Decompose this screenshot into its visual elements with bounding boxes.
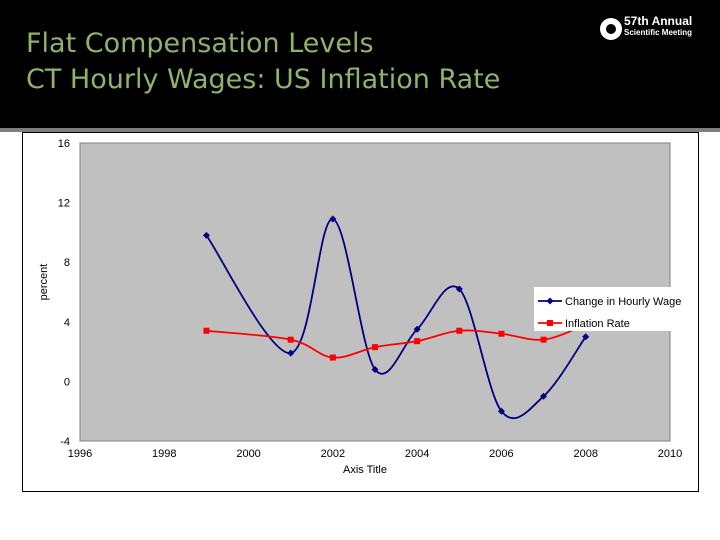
series-1-point-3 (372, 344, 378, 351)
series-1-point-6 (498, 330, 505, 337)
legend-label-0: Change in Hourly Wage (565, 296, 681, 308)
legend-marker-0 (546, 297, 554, 305)
x-axis-title: Axis Title (343, 464, 387, 476)
logo-text-line-2: Scientific Meeting (624, 28, 693, 37)
logo-text-line-1: 57th Annual (624, 14, 693, 28)
slide-title-line-2: CT Hourly Wages: US Inflation Rate (26, 64, 501, 95)
series-0-point-4 (413, 325, 421, 333)
series-0-point-2 (329, 215, 337, 223)
series-0-point-7 (540, 392, 548, 400)
series-1-point-1 (287, 336, 294, 343)
series-1-point-0 (203, 327, 210, 334)
legend-label-1: Inflation Rate (565, 318, 630, 330)
y-tick-label-2: 8 (64, 257, 70, 269)
x-tick-label-4: 2004 (405, 448, 429, 460)
x-tick-label-5: 2006 (489, 448, 513, 460)
slide-header: Flat Compensation Levels CT Hourly Wages… (0, 0, 720, 128)
series-0-point-6 (497, 407, 505, 415)
series-1-point-7 (540, 336, 547, 343)
series-0-point-5 (455, 285, 463, 293)
chart-frame: 16 12 8 4 0 -4 1996 1998 2000 2002 2004 2006 2008 201… (22, 132, 699, 492)
x-tick-label-0: 1996 (68, 448, 92, 460)
y-tick-label-3: 4 (64, 317, 70, 329)
x-tick-label-1: 1998 (152, 448, 176, 460)
meeting-logo: 57th Annual Scientific Meeting (600, 12, 710, 56)
x-tick-label-2: 2000 (236, 448, 260, 460)
header-divider (0, 128, 720, 132)
series-1-point-2 (329, 354, 336, 361)
series-0-point-3 (371, 365, 379, 373)
series-1-point-4 (414, 338, 421, 345)
x-tick-label-3: 2002 (321, 448, 345, 460)
legend-marker-1 (547, 320, 553, 326)
y-tick-label-0: 16 (58, 138, 70, 150)
x-tick-label-6: 2008 (573, 448, 597, 460)
logo-emblem-icon (600, 18, 622, 40)
series-line-0 (205, 218, 587, 419)
y-tick-label-4: 0 (64, 376, 70, 388)
slide-title-line-1: Flat Compensation Levels (26, 28, 374, 59)
series-1-point-5 (456, 327, 463, 334)
y-tick-label-5: -4 (60, 436, 70, 448)
y-tick-label-1: 12 (58, 198, 70, 210)
x-tick-label-7: 2010 (658, 448, 682, 460)
series-0-point-1 (287, 349, 295, 357)
series-0-point-8 (582, 333, 590, 341)
y-axis-title: percent (38, 264, 50, 301)
series-0-point-0 (202, 231, 210, 239)
